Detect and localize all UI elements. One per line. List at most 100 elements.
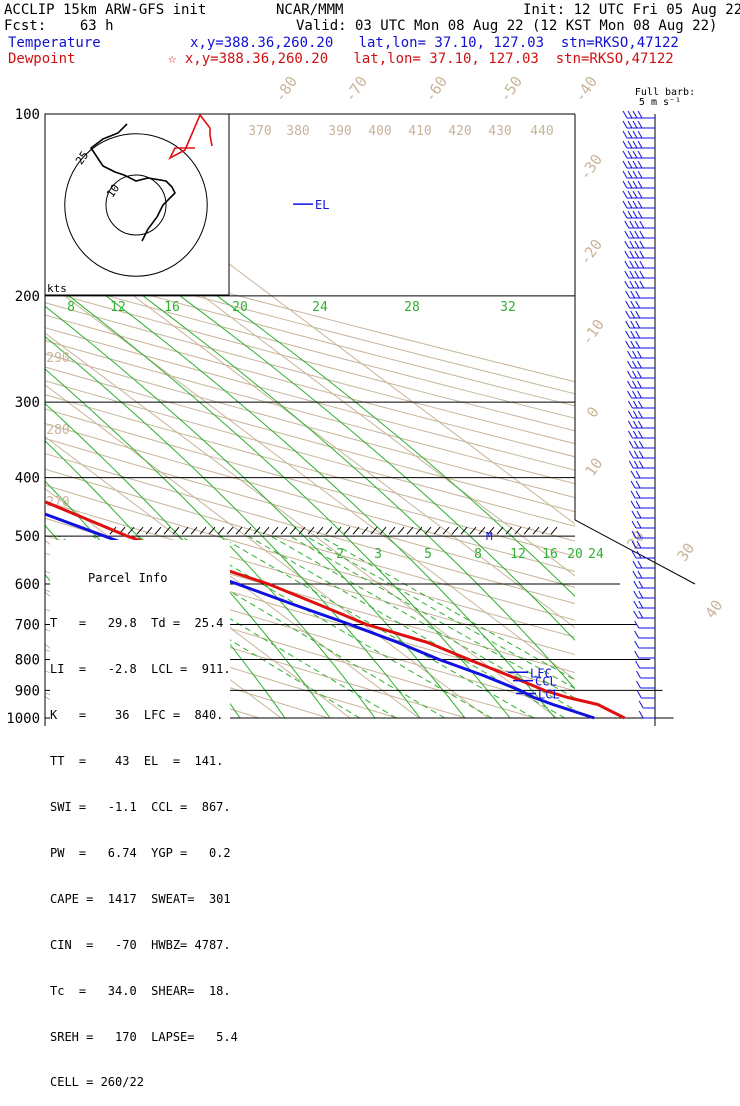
wind-barb-feather xyxy=(632,560,638,569)
wind-barb-feather xyxy=(632,130,638,139)
wind-barb xyxy=(624,260,655,269)
wind-barb xyxy=(622,180,655,189)
freezing-hatch xyxy=(523,526,531,535)
wind-barb-feather xyxy=(637,350,642,359)
moist-adiabat xyxy=(45,249,556,719)
wind-barb-feather xyxy=(630,340,636,349)
wind-barb-feather xyxy=(633,450,639,459)
wind-barb-feather xyxy=(634,640,640,649)
wind-barb-feather xyxy=(636,520,642,529)
wind-barb-feather xyxy=(637,410,643,419)
moist-adiabat xyxy=(45,223,575,690)
wind-barb xyxy=(627,390,655,399)
freezing-hatch xyxy=(433,526,441,535)
theta-label: 400 xyxy=(368,124,391,139)
wind-barb-feather xyxy=(629,230,635,239)
wind-barb xyxy=(622,190,655,199)
wind-barb-feather xyxy=(630,310,636,319)
full-barb-legend: Full barb: xyxy=(635,87,695,98)
wind-barb-feather xyxy=(627,420,633,429)
wind-barb-feather xyxy=(632,160,638,169)
wind-barb xyxy=(632,570,655,579)
temperature-legend: Temperature xyxy=(8,35,101,51)
isotherm-line xyxy=(45,280,575,681)
theta-label: 380 xyxy=(286,124,309,139)
wind-barb-feather xyxy=(636,540,642,549)
wind-barb xyxy=(638,700,655,709)
hodograph-inset: 10 25 kts xyxy=(44,113,230,296)
wind-barb-feather xyxy=(637,120,643,129)
freezing-hatch xyxy=(478,526,486,535)
wind-barb xyxy=(634,650,655,659)
wind-barb-feather xyxy=(637,420,643,429)
wind-barb-feather xyxy=(633,440,639,449)
freezing-hatch xyxy=(253,526,261,535)
wind-barb-feather xyxy=(639,270,645,279)
wind-barb-feather xyxy=(632,210,638,219)
parcel-row: CELL = 260/22 xyxy=(50,1075,144,1090)
wind-barb-feather xyxy=(634,650,640,659)
model-title: ACCLIP 15km ARW-GFS init xyxy=(4,2,207,18)
dewpoint-location: ☆ x,y=388.36,260.20 lat,lon= 37.10, 127.… xyxy=(168,51,674,67)
wind-barb-feather xyxy=(627,350,632,359)
wind-barb-feather xyxy=(636,670,641,679)
wind-barb xyxy=(631,520,655,529)
wind-barb-feather xyxy=(625,290,631,299)
dry-adiabat xyxy=(45,340,575,485)
pressure-label: 1000 xyxy=(6,711,40,727)
mixing-ratio-label: 8 xyxy=(67,300,75,315)
wind-barb-feather xyxy=(637,570,643,579)
frame-diagonal xyxy=(574,519,696,585)
wind-barb-feather xyxy=(637,170,643,179)
wind-barb-feather xyxy=(637,370,642,379)
wind-barb-feather xyxy=(638,700,644,709)
wind-barb-feather xyxy=(627,150,633,159)
theta-label: 440 xyxy=(530,124,553,139)
freezing-hatch xyxy=(325,526,333,535)
freezing-hatch xyxy=(469,526,477,535)
isotherm-label: 10 xyxy=(581,455,606,480)
wind-barb-feather xyxy=(638,450,644,459)
wind-barb-feather xyxy=(633,460,639,469)
wind-barb-feather xyxy=(630,490,636,499)
freezing-hatch xyxy=(370,526,378,535)
wind-barb-feather xyxy=(635,470,641,479)
wind-barb xyxy=(627,370,655,379)
pressure-label: 600 xyxy=(15,577,40,593)
freezing-hatch xyxy=(460,526,468,535)
wind-barb-feather xyxy=(635,490,641,499)
wind-barb-feather xyxy=(634,280,640,289)
theta-label: 290 xyxy=(46,351,69,366)
wind-barb-feather xyxy=(622,150,628,159)
wind-barb xyxy=(625,310,655,319)
wind-barb-feather xyxy=(636,680,641,689)
wind-barb xyxy=(631,540,655,549)
wind-barb xyxy=(625,330,655,339)
wind-barb xyxy=(627,350,655,359)
wind-barb-feather xyxy=(635,330,641,339)
dry-adiabat xyxy=(45,254,575,395)
wind-barb-feather xyxy=(635,500,641,509)
wind-barb-feather xyxy=(627,190,633,199)
wind-barb-feather xyxy=(632,120,638,129)
wind-barb-feather xyxy=(627,120,633,129)
wind-barb-feather xyxy=(634,230,640,239)
wind-barb-feather xyxy=(622,110,628,119)
wind-barb xyxy=(625,320,655,329)
freezing-hatch xyxy=(415,526,423,535)
wind-barb xyxy=(622,210,655,219)
wind-barb xyxy=(625,290,655,299)
moist-adiabat xyxy=(45,175,575,598)
wind-barb xyxy=(624,270,655,279)
theta-label: 420 xyxy=(448,124,471,139)
pressure-label: 300 xyxy=(15,395,40,411)
wind-barb-feather xyxy=(634,240,640,249)
wind-barb-feather xyxy=(624,280,630,289)
wind-barb-feather xyxy=(624,230,630,239)
freezing-hatch xyxy=(496,526,504,535)
wind-barb-feather xyxy=(627,170,633,179)
dry-adiabat xyxy=(45,314,575,458)
pressure-label: 900 xyxy=(15,683,40,699)
